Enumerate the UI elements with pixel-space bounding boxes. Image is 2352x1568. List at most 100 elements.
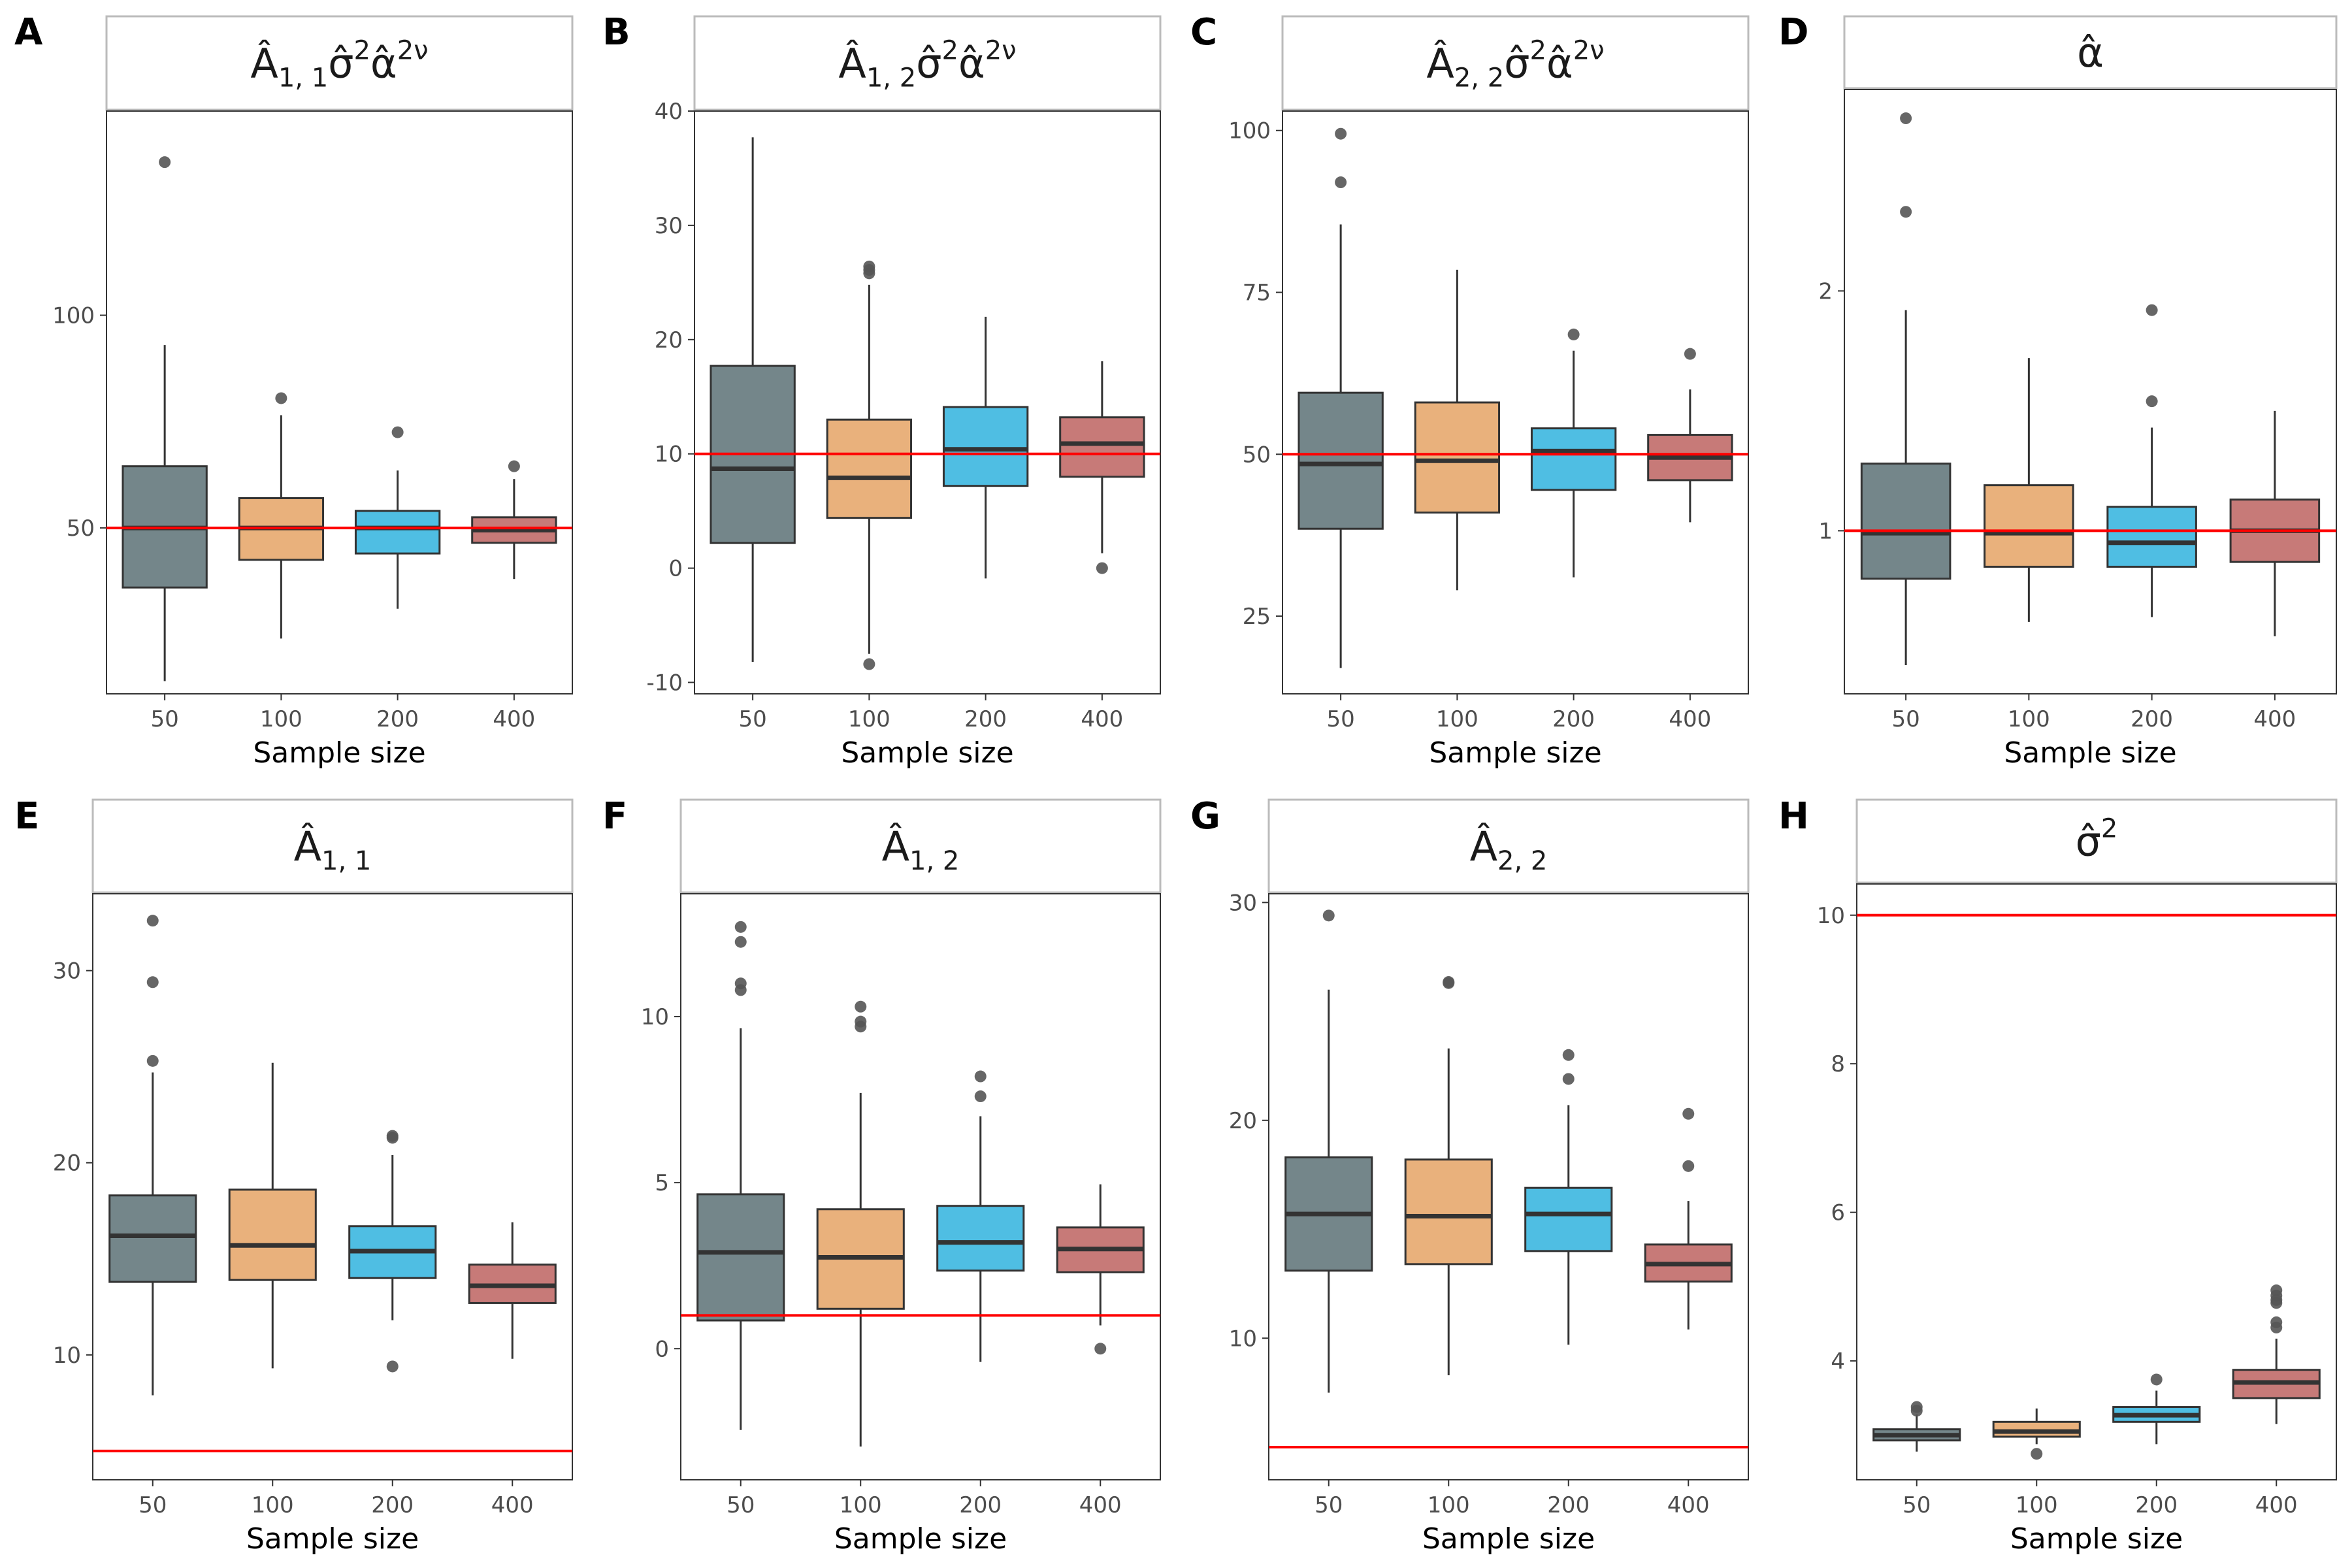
strip-background [105,15,574,111]
outlier-point [1682,1107,1695,1120]
box-iqr [696,1193,785,1322]
strip-title: Â1, 1σ̂2α̂2ν [250,36,428,93]
box-iqr [2106,506,2197,568]
box-200 [2112,1373,2201,1445]
title-base: α̂ [2077,29,2104,76]
panel-tag: D [1778,11,1808,54]
title-base: Â [1470,822,1497,870]
outlier-point [2150,1373,2163,1386]
y-tick-label: 75 [1243,280,1271,306]
strip-title: Â1, 2σ̂2α̂2ν [838,36,1016,93]
box-200 [936,1070,1025,1362]
y-tick-label: 25 [1243,604,1271,630]
x-tick-label: 50 [1326,706,1354,732]
box-50 [696,921,785,1430]
box-iqr [826,418,913,519]
y-tick-label: 20 [655,327,683,353]
box-iqr [1059,416,1145,478]
title-superscript: 2ν [985,36,1017,66]
x-axis-title: Sample size [841,736,1013,770]
panel-tag: C [1190,11,1217,54]
strip-background [91,798,574,894]
y-tick-label: 2 [1818,278,1833,304]
y-tick-label: 40 [655,99,683,125]
panel-f: F Â1, 2 0 5 10 50 100 200 400 Sample size [602,795,1162,1556]
y-tick-label: 20 [1229,1108,1257,1134]
box-200 [2106,304,2197,617]
y-tick-label: 50 [1243,442,1271,468]
x-tick-label: 400 [1081,706,1123,732]
panel-h: Hσ̂2 4 6 8 10 50 100 200 400 Sample size [1778,795,2338,1556]
x-tick-label: 50 [738,706,766,732]
title-subscript: 1, 2 [866,63,916,93]
box-iqr [1404,1158,1493,1266]
outlier-point [1443,976,1455,988]
box-iqr [1524,1186,1613,1252]
x-axis-title: Sample size [1422,1522,1595,1556]
title-base: Â [1426,39,1454,88]
outlier-point [1567,328,1580,340]
box-100 [1984,358,2074,622]
y-tick-label: 5 [655,1170,669,1196]
box-400 [2232,1284,2321,1424]
box-100 [816,1000,905,1447]
outlier-point [275,392,287,404]
x-axis-title: Sample size [246,1522,419,1556]
y-tick-label: 30 [655,213,683,239]
y-tick-label: 1 [1818,518,1833,544]
outlier-point [974,1070,987,1083]
title-subscript: 2, 2 [1454,63,1504,93]
outlier-point [974,1090,987,1103]
outlier-point [1910,1401,1923,1413]
title-symbol: σ̂ [328,40,353,88]
y-tick-label: 0 [655,1336,669,1362]
x-tick-label: 400 [493,706,535,732]
title-superscript: 2 [941,36,958,66]
outlier-point [734,977,747,990]
title-base: Â [250,39,278,88]
title-base: Â [294,822,321,870]
plot-area [680,893,1161,1480]
outlier-point [1562,1073,1575,1085]
x-tick-label: 200 [376,706,419,732]
y-tick-label: 10 [655,442,683,468]
box-50 [1284,909,1373,1393]
title-symbol: α̂ [370,40,397,88]
box-100 [826,260,913,670]
x-tick-label: 50 [139,1492,167,1518]
y-tick-label: 30 [1229,890,1257,916]
title-subscript: 2, 2 [1497,846,1547,876]
box-iqr [1298,391,1384,530]
strip-background [1843,15,2338,90]
outlier-point [2031,1448,2043,1460]
x-tick-label: 100 [2016,1492,2058,1518]
box-iqr [1984,484,2074,568]
outlier-point [2270,1316,2283,1328]
x-tick-label: 200 [2135,1492,2178,1518]
x-tick-label: 400 [2255,1492,2298,1518]
x-axis-title: Sample size [1429,736,1601,770]
outlier-point [508,460,520,472]
strip-background [1281,15,1750,111]
x-axis-title: Sample size [2004,736,2176,770]
outlier-point [863,658,875,670]
panel-tag: B [602,11,630,54]
strip-title: Â1, 2 [882,822,960,876]
strip-title: Â2, 2 [1470,822,1548,876]
box-100 [1992,1408,2081,1460]
x-tick-label: 50 [1891,706,1919,732]
y-tick-label: 20 [53,1151,81,1177]
panel-a: A Â1, 1σ̂2α̂2ν 50 100 50 100 200 400 Sample size [14,11,574,770]
outlier-point [1682,1160,1695,1172]
panel-tag: E [14,795,39,838]
plot-area [106,110,573,694]
outlier-point [386,1360,399,1373]
y-tick-label: 8 [1831,1051,1845,1077]
y-tick-label: 30 [53,958,81,985]
title-subscript: 1, 2 [909,846,959,876]
outlier-point [1096,562,1108,574]
panel-b: B Â1, 2σ̂2α̂2ν -10 0 10 20 30 40 50 100 200 400 Samp… [602,11,1162,770]
x-axis-title: Sample size [253,736,425,770]
